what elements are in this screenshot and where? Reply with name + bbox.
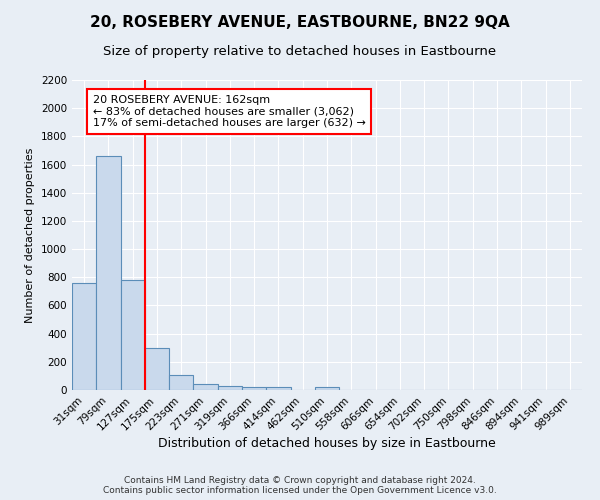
Bar <box>169 374 193 390</box>
Text: Size of property relative to detached houses in Eastbourne: Size of property relative to detached ho… <box>103 45 497 58</box>
Bar <box>96 156 121 390</box>
Bar <box>266 387 290 390</box>
Text: 20 ROSEBERY AVENUE: 162sqm
← 83% of detached houses are smaller (3,062)
17% of s: 20 ROSEBERY AVENUE: 162sqm ← 83% of deta… <box>92 95 365 128</box>
Bar <box>218 386 242 390</box>
X-axis label: Distribution of detached houses by size in Eastbourne: Distribution of detached houses by size … <box>158 438 496 450</box>
Text: Contains HM Land Registry data © Crown copyright and database right 2024.
Contai: Contains HM Land Registry data © Crown c… <box>103 476 497 495</box>
Text: 20, ROSEBERY AVENUE, EASTBOURNE, BN22 9QA: 20, ROSEBERY AVENUE, EASTBOURNE, BN22 9Q… <box>90 15 510 30</box>
Bar <box>145 348 169 390</box>
Bar <box>193 384 218 390</box>
Y-axis label: Number of detached properties: Number of detached properties <box>25 148 35 322</box>
Bar <box>121 280 145 390</box>
Bar <box>242 387 266 390</box>
Bar <box>315 387 339 390</box>
Bar <box>72 283 96 390</box>
